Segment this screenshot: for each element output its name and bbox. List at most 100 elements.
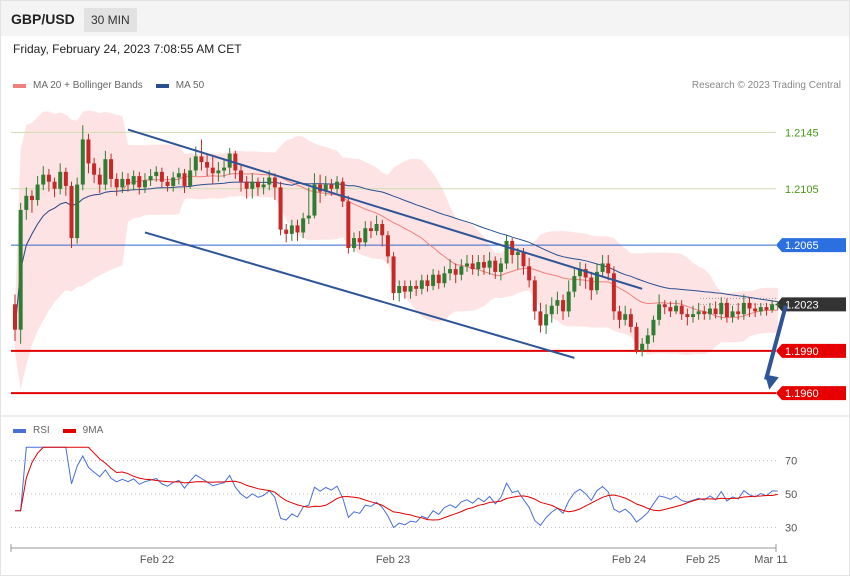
- candle-body: [148, 176, 153, 181]
- candle-body: [126, 178, 130, 185]
- candle-body: [239, 170, 243, 182]
- candle-body: [176, 173, 181, 178]
- candle-body: [210, 167, 215, 174]
- candle-body: [736, 311, 741, 315]
- candle-body: [69, 185, 74, 239]
- candle-body: [730, 311, 735, 317]
- candle-body: [578, 269, 582, 277]
- ma20-legend-swatch: [13, 83, 26, 88]
- candle-body: [600, 263, 605, 272]
- candle-body: [346, 201, 351, 248]
- resistance-level-label: 1.2065: [785, 240, 819, 252]
- candle-body: [188, 170, 193, 186]
- rsi-line: [15, 446, 778, 529]
- candle-body: [216, 170, 221, 174]
- target-level-label: 1.2145: [785, 127, 819, 139]
- candle-body: [385, 235, 390, 257]
- candle-body: [527, 266, 532, 281]
- candle-body: [561, 300, 566, 312]
- rsi-ma-line: [15, 446, 778, 521]
- candle-body: [114, 178, 119, 188]
- ma20-legend-label: MA 20 + Bollinger Bands: [33, 80, 143, 91]
- candle-body: [171, 177, 176, 186]
- candle-body: [267, 177, 272, 185]
- candle-body: [137, 176, 142, 188]
- candle-body: [685, 314, 690, 317]
- candle-body: [493, 260, 498, 272]
- candle-body: [391, 256, 396, 294]
- candle-body: [193, 156, 198, 171]
- rsi-ma-legend-swatch: [62, 428, 76, 433]
- candle-body: [340, 181, 345, 202]
- candle-body: [75, 184, 80, 239]
- candle-body: [498, 263, 503, 272]
- candle-body: [532, 280, 537, 312]
- ma50-line: [14, 181, 778, 330]
- candle-body: [448, 269, 453, 274]
- support-level-tag: [776, 386, 846, 401]
- candle-body: [272, 177, 277, 188]
- symbol-label: GBP/USD: [11, 11, 75, 27]
- candle-body: [284, 229, 289, 234]
- candle-body: [645, 335, 650, 344]
- candle-body: [425, 280, 430, 286]
- candle-body: [515, 252, 520, 255]
- candle-body: [261, 184, 266, 188]
- x-tick-label: Feb 23: [376, 554, 410, 566]
- ma20-line: [14, 172, 778, 330]
- candle-body: [453, 269, 458, 275]
- candle-body: [205, 162, 210, 168]
- candle-body: [335, 181, 340, 189]
- price-legend: MA 20 + Bollinger Bands MA 50: [13, 80, 217, 91]
- candle-body: [368, 228, 373, 232]
- candle-body: [623, 314, 628, 320]
- ma50-legend-label: MA 50: [175, 80, 205, 91]
- candle-body: [594, 271, 599, 291]
- candle-body: [13, 304, 17, 330]
- candle-body: [753, 308, 758, 312]
- rsi-legend-swatch: [13, 428, 26, 433]
- candle-body: [459, 266, 464, 275]
- x-tick-label: Mar 11: [754, 554, 787, 566]
- bollinger-band: [15, 110, 778, 390]
- candle-body: [442, 273, 447, 284]
- rsi-level-label: 70: [785, 456, 797, 468]
- candle-body: [352, 238, 356, 248]
- candle-body: [142, 180, 147, 188]
- candle-body: [470, 263, 475, 270]
- candle-body: [329, 184, 334, 189]
- candle-body: [719, 302, 724, 315]
- candle-body: [24, 195, 29, 210]
- candle-body: [770, 304, 775, 310]
- candle-body: [566, 291, 571, 312]
- candle-body: [713, 308, 718, 315]
- candle-body: [408, 286, 413, 292]
- candle-body: [606, 263, 611, 274]
- candle-body: [707, 308, 712, 315]
- candle-body: [758, 307, 763, 312]
- candle-body: [52, 181, 57, 189]
- candle-body: [97, 174, 102, 185]
- candle-body: [120, 178, 125, 188]
- forecast-arrow-shaft: [764, 305, 788, 381]
- candle-body: [250, 181, 255, 189]
- candle-body: [199, 156, 204, 162]
- candle-body: [583, 269, 588, 278]
- candle-body: [255, 181, 260, 188]
- candle-body: [397, 286, 402, 294]
- candle-body: [357, 238, 362, 243]
- candle-body: [419, 280, 424, 289]
- target-level-label: 1.2105: [785, 184, 819, 196]
- candle-body: [465, 263, 469, 267]
- candle-body: [747, 302, 752, 309]
- candle-body: [572, 276, 577, 292]
- candle-body: [63, 171, 68, 186]
- candle-body: [35, 184, 40, 201]
- candle-body: [538, 311, 543, 326]
- candle-body: [521, 252, 526, 267]
- x-tick-label: Feb 24: [612, 554, 646, 566]
- candle-body: [668, 307, 673, 312]
- timeframe-button[interactable]: 30 MIN: [84, 8, 137, 32]
- candle-body: [18, 209, 23, 330]
